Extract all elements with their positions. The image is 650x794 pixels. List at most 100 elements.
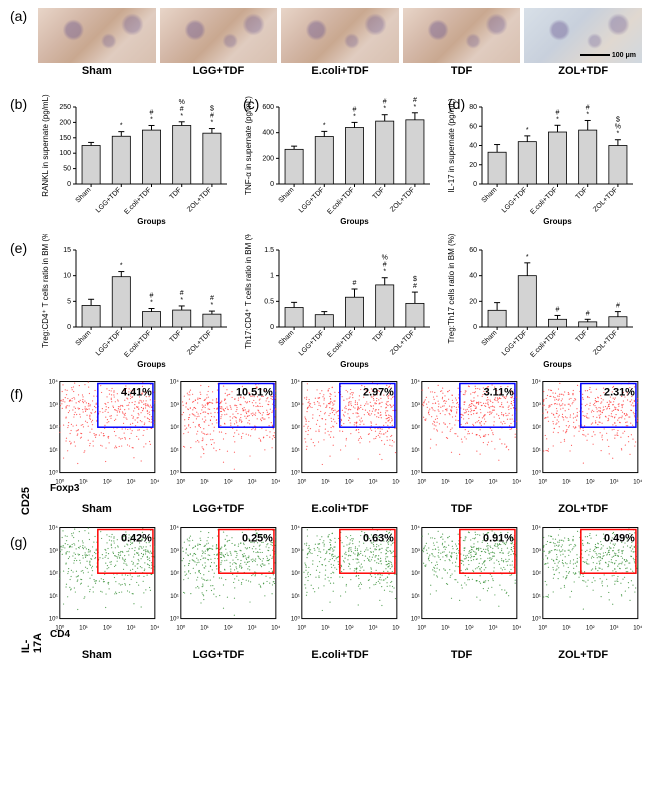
svg-text:10⁴: 10⁴ xyxy=(150,478,159,485)
svg-text:*: * xyxy=(586,111,589,118)
svg-text:TDF: TDF xyxy=(372,329,387,344)
flow-f-label-4: ZOL+TDF xyxy=(524,503,642,515)
svg-text:400: 400 xyxy=(262,130,274,137)
svg-text:Groups: Groups xyxy=(137,217,166,226)
svg-text:0.25%: 0.25% xyxy=(242,532,273,544)
svg-text:#: # xyxy=(150,293,154,300)
svg-text:10⁴: 10⁴ xyxy=(271,478,280,485)
svg-text:10²: 10² xyxy=(170,571,179,577)
svg-text:$: $ xyxy=(413,276,417,283)
svg-text:*: * xyxy=(150,300,153,307)
svg-text:10²: 10² xyxy=(103,625,112,631)
svg-text:10²: 10² xyxy=(170,425,179,431)
svg-text:#: # xyxy=(180,290,184,297)
svg-text:10⁰: 10⁰ xyxy=(176,478,186,485)
svg-text:Sham: Sham xyxy=(278,329,296,347)
svg-text:200: 200 xyxy=(59,119,71,126)
histology-tdf xyxy=(403,8,521,63)
svg-text:150: 150 xyxy=(59,135,71,142)
svg-text:#: # xyxy=(586,104,590,111)
svg-text:10⁴: 10⁴ xyxy=(392,478,401,485)
svg-text:10³: 10³ xyxy=(291,548,300,554)
svg-text:10⁰: 10⁰ xyxy=(411,616,421,623)
svg-text:1.5: 1.5 xyxy=(264,247,274,254)
svg-text:1: 1 xyxy=(270,273,274,280)
svg-text:#: # xyxy=(413,283,417,290)
svg-text:Treg:Th17 cells ratio in BM (%: Treg:Th17 cells ratio in BM (%) xyxy=(447,234,456,343)
flow-g-0: 0.42%10⁰10⁰10¹10¹10²10²10³10³10⁴10⁴ xyxy=(42,523,159,633)
chart-th17-cd4: 00.511.5ShamLGG+TDF#E.coli+TDF*#%TDF#$ZO… xyxy=(241,234,436,369)
svg-text:$: $ xyxy=(210,106,214,113)
histo-label-0: Sham xyxy=(38,65,156,77)
svg-text:10⁰: 10⁰ xyxy=(297,624,307,631)
svg-text:10¹: 10¹ xyxy=(562,625,571,631)
flow-f-labels: Sham LGG+TDF E.coli+TDF TDF ZOL+TDF xyxy=(38,503,642,515)
svg-text:100: 100 xyxy=(59,150,71,157)
chart-tnfa: 0200400600Sham*LGG+TDF*#E.coli+TDF*#TDF*… xyxy=(241,91,436,226)
svg-text:Sham: Sham xyxy=(481,186,499,204)
svg-text:10⁰: 10⁰ xyxy=(290,470,300,477)
histology-labels: Sham LGG+TDF E.coli+TDF TDF ZOL+TDF xyxy=(38,65,642,77)
svg-text:10²: 10² xyxy=(103,479,112,485)
svg-text:0: 0 xyxy=(67,324,71,331)
svg-text:10¹: 10¹ xyxy=(79,479,88,485)
svg-text:#: # xyxy=(413,97,417,104)
svg-text:LGG+TDF: LGG+TDF xyxy=(298,186,326,214)
svg-text:0: 0 xyxy=(67,181,71,188)
svg-text:10³: 10³ xyxy=(248,625,257,631)
flow-row-g: IL-17A 0.42%10⁰10⁰10¹10¹10²10²10³10³10⁴1… xyxy=(38,523,642,633)
svg-text:2.97%: 2.97% xyxy=(363,386,394,398)
svg-text:600: 600 xyxy=(262,104,274,111)
svg-text:10⁴: 10⁴ xyxy=(633,624,642,631)
histology-sham xyxy=(38,8,156,63)
svg-text:4.41%: 4.41% xyxy=(121,386,152,398)
svg-text:*: * xyxy=(150,116,153,123)
svg-text:#: # xyxy=(210,295,214,302)
svg-text:10²: 10² xyxy=(345,479,354,485)
svg-text:10⁰: 10⁰ xyxy=(49,470,59,477)
panel-e-label: (e) xyxy=(10,240,27,256)
svg-text:10⁴: 10⁴ xyxy=(411,378,421,385)
svg-text:#: # xyxy=(556,109,560,116)
chart-il17: 020406080Sham*LGG+TDF*#E.coli+TDF*#TDF*%… xyxy=(444,91,639,226)
svg-text:%: % xyxy=(382,255,388,262)
svg-text:#: # xyxy=(353,280,357,287)
flow-g-label-2: E.coli+TDF xyxy=(281,649,399,661)
svg-text:10²: 10² xyxy=(224,479,233,485)
svg-text:10⁴: 10⁴ xyxy=(411,524,421,531)
svg-text:10¹: 10¹ xyxy=(49,594,58,600)
svg-text:E.coli+TDF: E.coli+TDF xyxy=(123,329,153,359)
svg-text:*: * xyxy=(556,116,559,123)
svg-text:80: 80 xyxy=(469,104,477,111)
flow-f-4: 2.31%10⁰10⁰10¹10¹10²10²10³10³10⁴10⁴ xyxy=(525,377,642,487)
svg-text:0.5: 0.5 xyxy=(264,298,274,305)
svg-text:10³: 10³ xyxy=(49,402,58,408)
svg-text:*: * xyxy=(180,113,183,120)
flow-g-3: 0.91%10⁰10⁰10¹10¹10²10²10³10³10⁴10⁴ xyxy=(404,523,521,633)
svg-text:LGG+TDF: LGG+TDF xyxy=(501,329,529,357)
panel-g-container: IL-17A 0.42%10⁰10⁰10¹10¹10²10²10³10³10⁴1… xyxy=(8,523,642,661)
svg-text:15: 15 xyxy=(63,247,71,254)
svg-text:10⁰: 10⁰ xyxy=(418,624,428,631)
svg-text:10⁰: 10⁰ xyxy=(411,470,421,477)
svg-text:10.51%: 10.51% xyxy=(236,386,273,398)
svg-text:10²: 10² xyxy=(465,625,474,631)
flow-g-labels: Sham LGG+TDF E.coli+TDF TDF ZOL+TDF xyxy=(38,649,642,661)
svg-text:#: # xyxy=(180,106,184,113)
flow-g-2: 0.63%10⁰10⁰10¹10¹10²10²10³10³10⁴10⁴ xyxy=(284,523,401,633)
svg-text:Th17:CD4⁺ T cells ratio in BM: Th17:CD4⁺ T cells ratio in BM (%) xyxy=(244,234,253,349)
svg-text:20: 20 xyxy=(469,162,477,169)
svg-text:Treg:CD4⁺ T cells ratio in BM: Treg:CD4⁺ T cells ratio in BM (%) xyxy=(41,234,50,348)
svg-text:*: * xyxy=(617,131,620,138)
svg-text:10⁴: 10⁴ xyxy=(169,524,179,531)
svg-text:10³: 10³ xyxy=(368,479,377,485)
svg-text:%: % xyxy=(179,99,185,106)
svg-text:10³: 10³ xyxy=(532,402,541,408)
svg-text:*: * xyxy=(353,113,356,120)
svg-text:#: # xyxy=(383,99,387,106)
svg-text:10⁴: 10⁴ xyxy=(290,378,300,385)
flow-g-label-1: LGG+TDF xyxy=(160,649,278,661)
histo-label-2: E.coli+TDF xyxy=(281,65,399,77)
svg-text:*: * xyxy=(120,123,123,130)
svg-text:10³: 10³ xyxy=(412,548,421,554)
